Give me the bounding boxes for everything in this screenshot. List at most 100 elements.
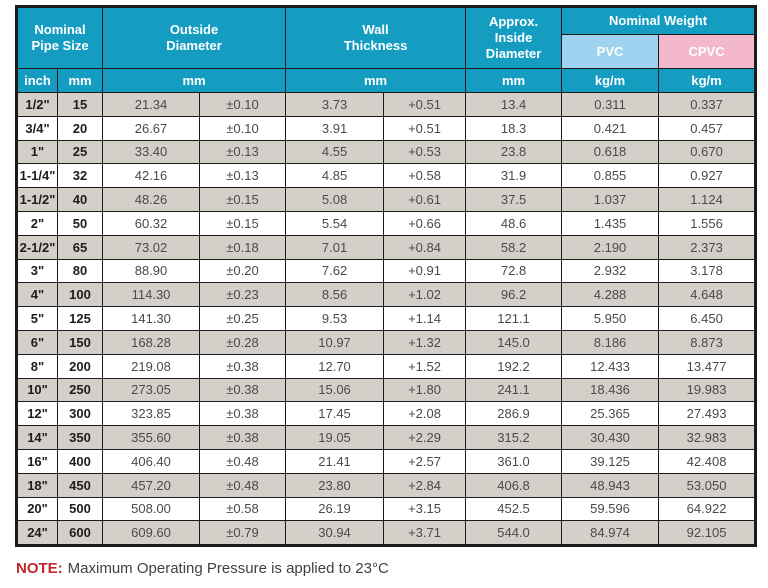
cell-od: 33.40 (102, 139, 201, 165)
table-row: 4" 100 114.30 ±0.23 8.56 +1.02 96.2 4.288 4.648 (16, 282, 757, 308)
cell-wall: 7.62 (285, 258, 385, 284)
cell-mm: 50 (56, 210, 104, 236)
header-row-main: Nominal Pipe Size Outside Diameter Wall … (15, 6, 757, 69)
cell-cpvc: 19.983 (658, 377, 757, 403)
cell-wall_tol: +0.53 (383, 139, 467, 165)
cell-inch: 1/2" (16, 92, 58, 117)
cell-wall: 7.01 (285, 234, 385, 260)
cell-wall: 26.19 (285, 496, 385, 522)
cell-wall: 5.08 (285, 187, 385, 212)
cell-pvc: 8.186 (561, 329, 660, 355)
unit-mm-inside-diameter: mm (465, 68, 563, 93)
cell-mm: 15 (56, 92, 104, 117)
cell-id: 121.1 (465, 306, 563, 331)
unit-kgm-pvc: kg/m (561, 68, 660, 93)
cell-od: 21.34 (102, 92, 201, 117)
cell-od: 168.28 (102, 329, 201, 355)
table-row: 2" 50 60.32 ±0.15 5.54 +0.66 48.6 1.435 1.556 (16, 210, 757, 236)
note-label: NOTE: (16, 560, 63, 578)
cell-id: 315.2 (465, 425, 563, 450)
table-body: 1/2" 15 21.34 ±0.10 3.73 +0.51 13.4 0.311 0.337 3… (16, 92, 757, 547)
header-nominal-pipe-size: Nominal Pipe Size (15, 6, 104, 69)
cell-inch: 1-1/2" (16, 187, 58, 212)
cell-wall_tol: +1.02 (383, 282, 467, 308)
cell-od_tol: ±0.48 (199, 472, 287, 498)
table-row: 6" 150 168.28 ±0.28 10.97 +1.32 145.0 8.186 8.87… (16, 329, 757, 355)
cell-mm: 300 (56, 401, 104, 427)
unit-kgm-cpvc: kg/m (658, 68, 757, 93)
cell-wall_tol: +0.51 (383, 92, 467, 117)
cell-id: 23.8 (465, 139, 563, 165)
cell-wall_tol: +2.29 (383, 425, 467, 450)
cell-wall: 23.80 (285, 472, 385, 498)
table-row: 3" 80 88.90 ±0.20 7.62 +0.91 72.8 2.932 3.178 (16, 258, 757, 284)
cell-wall_tol: +3.15 (383, 496, 467, 522)
cell-inch: 2" (16, 210, 58, 236)
cell-id: 37.5 (465, 187, 563, 212)
table-row: 1" 25 33.40 ±0.13 4.55 +0.53 23.8 0.618 0.670 (16, 139, 757, 165)
cell-wall_tol: +0.66 (383, 210, 467, 236)
cell-inch: 18" (16, 472, 58, 498)
table-row: 1/2" 15 21.34 ±0.10 3.73 +0.51 13.4 0.311 0.337 (16, 92, 757, 117)
cell-od: 406.40 (102, 448, 201, 474)
cell-inch: 3/4" (16, 115, 58, 141)
cell-od_tol: ±0.38 (199, 425, 287, 450)
cell-mm: 500 (56, 496, 104, 522)
cell-od_tol: ±0.23 (199, 282, 287, 308)
cell-cpvc: 32.983 (658, 425, 757, 450)
cell-wall_tol: +1.52 (383, 353, 467, 379)
cell-wall: 4.55 (285, 139, 385, 165)
table-row: 5" 125 141.30 ±0.25 9.53 +1.14 121.1 5.950 6.450 (16, 306, 757, 331)
cell-cpvc: 2.373 (658, 234, 757, 260)
cell-pvc: 39.125 (561, 448, 660, 474)
table-row: 12" 300 323.85 ±0.38 17.45 +2.08 286.9 25.365 27… (16, 401, 757, 427)
cell-inch: 16" (16, 448, 58, 474)
cell-pvc: 2.190 (561, 234, 660, 260)
table-row: 8" 200 219.08 ±0.38 12.70 +1.52 192.2 12.433 13.… (16, 353, 757, 379)
cell-cpvc: 64.922 (658, 496, 757, 522)
cell-od: 42.16 (102, 163, 201, 189)
cell-inch: 12" (16, 401, 58, 427)
cell-id: 31.9 (465, 163, 563, 189)
cell-mm: 600 (56, 520, 104, 547)
cell-od_tol: ±0.15 (199, 210, 287, 236)
unit-mm-pipe: mm (56, 68, 104, 93)
cell-wall: 4.85 (285, 163, 385, 189)
header-wall-thickness: Wall Thickness (285, 6, 467, 69)
cell-cpvc: 0.457 (658, 115, 757, 141)
cell-wall: 17.45 (285, 401, 385, 427)
cell-pvc: 1.435 (561, 210, 660, 236)
cell-cpvc: 42.408 (658, 448, 757, 474)
cell-id: 13.4 (465, 92, 563, 117)
cell-od_tol: ±0.13 (199, 139, 287, 165)
unit-inch: inch (16, 68, 58, 93)
cell-cpvc: 53.050 (658, 472, 757, 498)
cell-mm: 350 (56, 425, 104, 450)
cell-mm: 40 (56, 187, 104, 212)
cell-wall_tol: +2.57 (383, 448, 467, 474)
cell-id: 544.0 (465, 520, 563, 547)
cell-wall_tol: +2.08 (383, 401, 467, 427)
cell-od: 48.26 (102, 187, 201, 212)
cell-pvc: 0.618 (561, 139, 660, 165)
cell-od_tol: ±0.13 (199, 163, 287, 189)
cell-wall: 9.53 (285, 306, 385, 331)
cell-pvc: 2.932 (561, 258, 660, 284)
table-row: 3/4" 20 26.67 ±0.10 3.91 +0.51 18.3 0.421 0.457 (16, 115, 757, 141)
header-row-materials: PVC CPVC (17, 34, 757, 69)
header-outside-diameter: Outside Diameter (102, 6, 287, 69)
table-row: 14" 350 355.60 ±0.38 19.05 +2.29 315.2 30.430 32… (16, 425, 757, 450)
pipe-dimensions-table: Nominal Pipe Size Outside Diameter Wall … (15, 5, 758, 548)
cell-inch: 5" (16, 306, 58, 331)
cell-id: 18.3 (465, 115, 563, 141)
cell-pvc: 25.365 (561, 401, 660, 427)
cell-od: 609.60 (102, 520, 201, 547)
cell-inch: 4" (16, 282, 58, 308)
header-approx-inside-diameter: Approx. Inside Diameter (465, 6, 563, 69)
cell-wall: 10.97 (285, 329, 385, 355)
cell-od: 26.67 (102, 115, 201, 141)
cell-pvc: 48.943 (561, 472, 660, 498)
cell-mm: 450 (56, 472, 104, 498)
cell-id: 145.0 (465, 329, 563, 355)
